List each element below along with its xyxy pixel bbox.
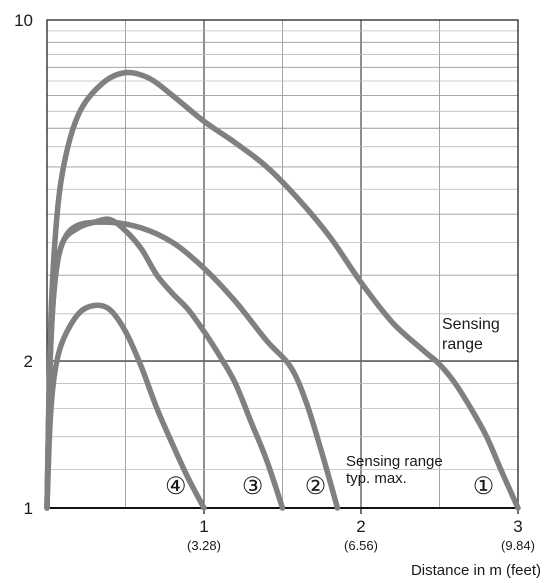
x-tick-label: 1 (199, 517, 208, 536)
y-tick-label: 2 (24, 352, 33, 371)
x-tick-sublabel: (9.84) (501, 538, 535, 553)
y-tick-label: 10 (14, 11, 33, 30)
axes: 1 2 10 1 (3.28) 2 (6.56) 3 (9.84) (14, 11, 535, 553)
x-axis-label: Distance in m (feet) (411, 562, 541, 579)
sensing-range-max-label: Sensing range (346, 453, 443, 470)
series-line-1 (44, 69, 521, 511)
x-tick-label: 2 (356, 517, 365, 536)
grid (47, 20, 518, 508)
x-tick-sublabel: (6.56) (344, 538, 378, 553)
series-line-4 (44, 302, 207, 511)
series-marker-2: ② (305, 473, 327, 500)
series-marker-1: ① (473, 473, 495, 500)
series-marker-4: ④ (165, 473, 187, 500)
x-tick-sublabel: (3.28) (187, 538, 221, 553)
series-line-2 (44, 219, 341, 511)
labels: Distance in m (feet) Sensing range Sensing… (165, 316, 541, 579)
x-tick-label: 3 (513, 517, 522, 536)
sensing-range-max-label: typ. max. (346, 470, 407, 487)
sensing-range-label: range (442, 336, 483, 353)
series-marker-3: ③ (242, 473, 264, 500)
series-group (44, 69, 521, 511)
sensing-range-label: Sensing (442, 316, 500, 333)
y-tick-label: 1 (24, 499, 33, 518)
series-line-3 (44, 216, 286, 511)
